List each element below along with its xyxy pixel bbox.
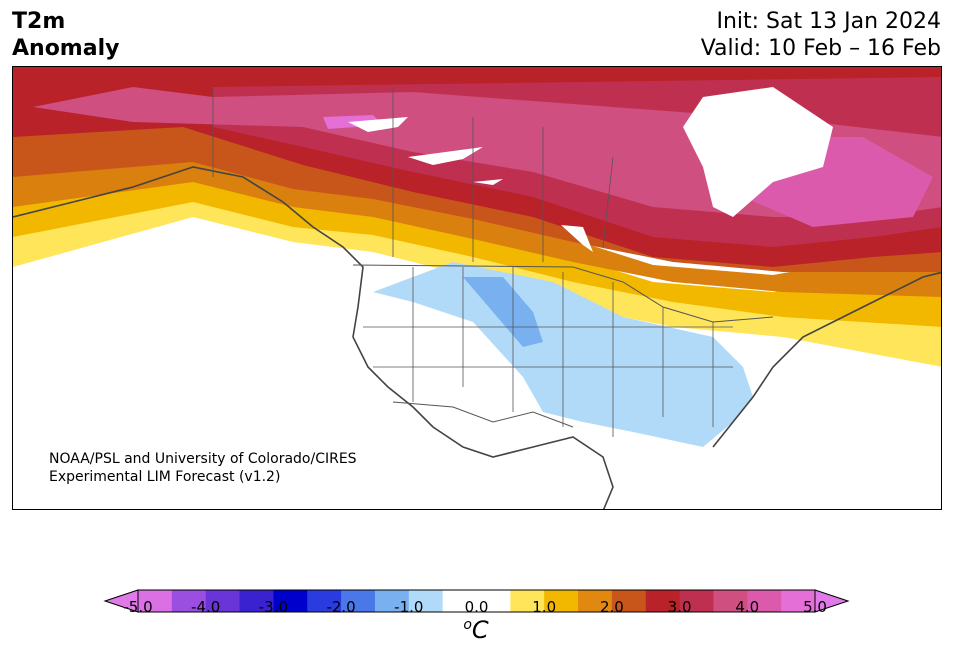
colorbar-tick-label: -5.0 <box>123 598 153 616</box>
colorbar-cell <box>205 590 241 612</box>
run-info: Init: Sat 13 Jan 2024 Valid: 10 Feb – 16… <box>701 8 941 62</box>
units-label: oC <box>463 616 489 644</box>
hudson-bay <box>683 87 833 217</box>
colorbar-cell <box>171 590 207 612</box>
colorbar-cell <box>510 590 545 612</box>
colorbar-cell <box>442 590 477 612</box>
state-lines <box>363 267 733 437</box>
colorbar-cell <box>645 590 681 612</box>
coastline <box>13 166 941 509</box>
colorbar-tick-label: 1.0 <box>532 598 557 616</box>
colorbar-cell <box>578 590 613 612</box>
attribution-line-1: NOAA/PSL and University of Colorado/CIRE… <box>49 451 357 467</box>
lake-winnipeg <box>561 225 593 252</box>
colorbar-cell <box>747 590 782 612</box>
colorbar-cell <box>374 590 410 612</box>
colorbar <box>103 589 850 613</box>
anomaly-map <box>12 66 942 510</box>
colorbar-tick-label: 0.0 <box>464 598 489 616</box>
lake-athabasca <box>473 179 503 185</box>
colorbar-cell <box>679 590 714 612</box>
colorbar-cell <box>713 590 748 612</box>
colorbar-tick-label: 2.0 <box>599 598 624 616</box>
colorbar-tick-label: 4.0 <box>735 598 760 616</box>
title-line-2: Anomaly <box>12 36 120 61</box>
province-lines <box>212 87 614 262</box>
colorbar-cell <box>611 590 647 612</box>
colorbar-outline <box>137 589 816 613</box>
anomaly-cool-medium <box>463 277 543 347</box>
attribution-text: NOAA/PSL and University of Colorado/CIRE… <box>49 450 357 486</box>
colorbar-tick-label: -2.0 <box>326 598 356 616</box>
colorbar-tick-label: -1.0 <box>394 598 424 616</box>
colorbar-tick-label: 3.0 <box>667 598 692 616</box>
colorbar-cell <box>239 590 274 612</box>
title-line-1: T2m <box>12 9 66 34</box>
colorbar-cell <box>544 590 579 612</box>
us-mexico-border <box>392 401 574 428</box>
us-canada-border <box>352 264 774 323</box>
colorbar-cell <box>408 590 444 612</box>
init-date: Init: Sat 13 Jan 2024 <box>716 9 941 34</box>
attribution-line-2: Experimental LIM Forecast (v1.2) <box>49 469 281 485</box>
anomaly-band-gold <box>13 162 941 327</box>
colorbar-tick-label: -4.0 <box>191 598 221 616</box>
colorbar-cell <box>307 590 342 612</box>
colorbar-cell <box>476 590 511 612</box>
colorbar-cell <box>138 590 173 612</box>
great-slave-lake <box>408 147 483 165</box>
colorbar-cell <box>273 590 308 612</box>
colorbar-tick-label: 5.0 <box>803 598 827 616</box>
map-title: T2m Anomaly <box>12 8 119 62</box>
anomaly-band-burnt <box>13 107 941 272</box>
colorbar-cell <box>781 590 816 612</box>
valid-date-range: Valid: 10 Feb – 16 Feb <box>700 36 941 61</box>
colorbar-cell <box>341 590 376 612</box>
colorbar-tick-label: -3.0 <box>258 598 289 616</box>
